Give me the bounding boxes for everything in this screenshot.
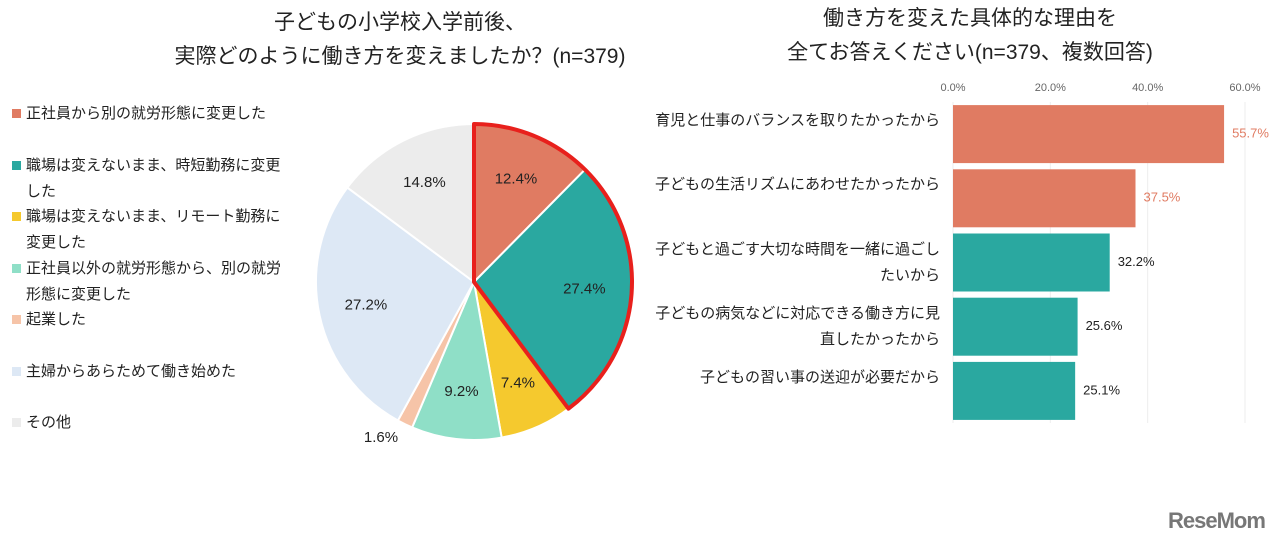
legend-label: 主婦からあらためて働き始めた: [26, 362, 237, 380]
legend-marker: [12, 263, 21, 273]
data-label: 37.5%: [1144, 190, 1181, 205]
legend-label: 起業した: [26, 311, 87, 328]
y-tick-label: 育児と仕事のバランスを取りたかったから: [655, 112, 940, 130]
bar: [953, 105, 1225, 164]
legend-marker: [12, 315, 21, 324]
x-tick-label: 20.0%: [1035, 82, 1066, 94]
bar-title: 働き方を変えた具体的な理由を 全てお答えください(n=379、複数回答): [787, 7, 1153, 64]
bar: [953, 361, 1076, 420]
legend-label: その他: [26, 414, 72, 431]
legend-marker: [12, 160, 21, 170]
legend-marker: [12, 109, 21, 118]
x-tick-label: 40.0%: [1132, 82, 1163, 94]
legend-marker: [12, 366, 21, 376]
data-label: 27.4%: [563, 281, 606, 298]
legend-label: 正社員以外の就労形態から、別の就労形態に変更した: [26, 259, 282, 303]
legend-marker: [12, 418, 21, 427]
x-tick-label: 0.0%: [940, 82, 965, 94]
bar: [953, 169, 1136, 228]
data-label: 1.6%: [364, 429, 398, 446]
legend-label: 職場は変えないまま、リモート勤務に変更した: [26, 208, 281, 251]
data-label: 25.1%: [1083, 382, 1120, 397]
pie-slice: [410, 278, 503, 441]
data-label: 12.4%: [495, 171, 538, 188]
legend-marker: [12, 212, 21, 221]
pie-slice: [315, 186, 476, 422]
pie-title: 子どもの小学校入学前後、 実際どのように働き方を変えましたか？(n=379): [174, 11, 626, 68]
data-label: 55.7%: [1232, 126, 1269, 141]
legend-label: 正社員から別の就労形態に変更した: [26, 105, 267, 122]
data-label: 25.6%: [1086, 318, 1123, 333]
data-label: 27.2%: [345, 296, 388, 313]
data-label: 9.2%: [444, 383, 478, 400]
pie-highlight: [472, 122, 634, 411]
data-label: 32.2%: [1118, 254, 1155, 269]
y-tick-label: 子どもの習い事の送迎が必要だから: [699, 368, 940, 386]
y-tick-label: 子どもと過ごす大切な時間を一緒に過ごしたいから: [655, 240, 940, 284]
y-tick-label: 子どもの生活リズムにあわせたかったから: [654, 176, 940, 194]
data-label: 7.4%: [501, 374, 535, 391]
data-label: 14.8%: [403, 174, 446, 191]
legend-label: 職場は変えないまま、時短勤務に変更した: [26, 156, 281, 200]
watermark: ReseMom: [1168, 508, 1266, 533]
bar: [953, 233, 1110, 292]
bar: [953, 297, 1078, 356]
x-tick-label: 60.0%: [1229, 82, 1260, 94]
y-tick-label: 子どもの病気などに対応できる働き方に見直したかったから: [655, 304, 940, 348]
pie-slice: [345, 122, 475, 284]
